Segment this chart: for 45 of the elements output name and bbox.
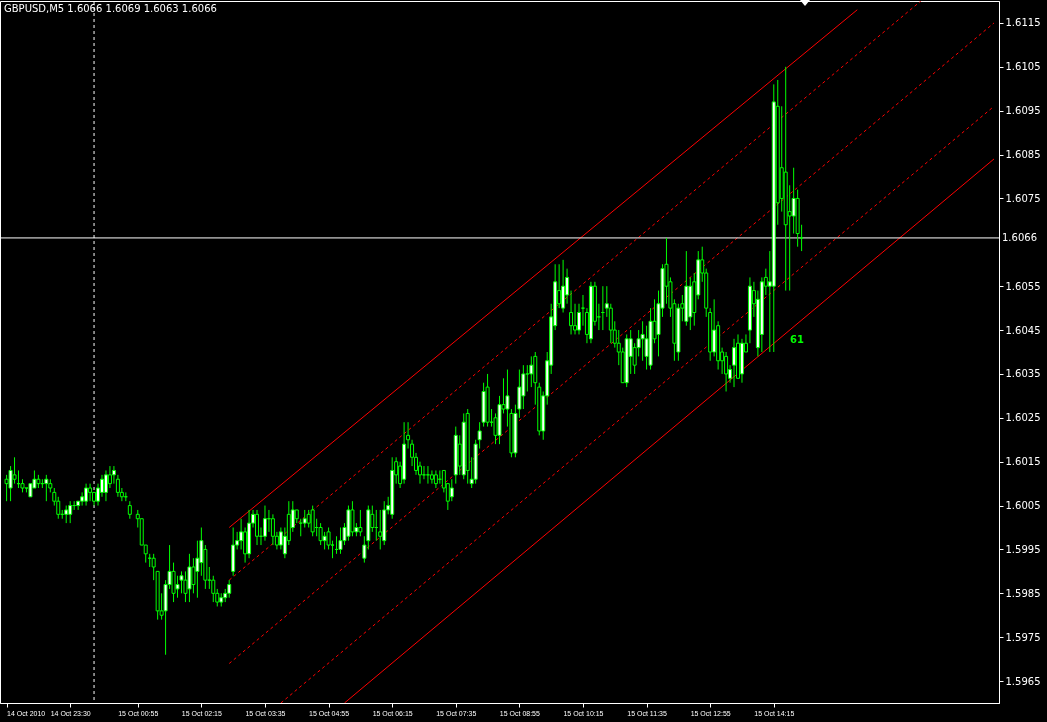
y-tick-label: 1.6015 [1005, 456, 1041, 468]
chart-title: GBPUSD,M5 1.6066 1.6069 1.6063 1.6066 [4, 3, 217, 14]
candlestick [644, 325, 649, 371]
y-tick-label: 1.6025 [1005, 412, 1041, 424]
candlestick [175, 575, 180, 599]
y-tick-label: 1.6055 [1005, 280, 1041, 292]
y-tick-label: 1.6085 [1005, 149, 1041, 161]
candlestick [561, 259, 566, 314]
y-tick-label: 1.6115 [1005, 17, 1041, 29]
ref-line-label: 1.6066 [1002, 231, 1037, 243]
y-tick-label: 1.5985 [1005, 587, 1041, 599]
candlestick [80, 491, 85, 507]
candlestick [270, 513, 275, 546]
candlestick [529, 355, 534, 388]
y-tick-label: 1.6095 [1005, 105, 1041, 117]
candlestick [608, 303, 613, 344]
candlestick [732, 338, 737, 388]
y-tick-label: 1.5965 [1005, 675, 1041, 687]
candlestick [378, 509, 383, 550]
candlestick [255, 509, 260, 546]
y-tick-label: 1.6005 [1005, 500, 1041, 512]
candlestick [4, 474, 9, 502]
candlestick [449, 478, 454, 502]
candlestick [239, 518, 244, 550]
candlestick [338, 527, 343, 555]
y-tick-label: 1.6045 [1005, 324, 1041, 336]
candlestick [88, 483, 93, 502]
candlestick [421, 465, 426, 480]
candlestick [262, 505, 267, 542]
annotation: 61 [790, 334, 804, 345]
candlestick [12, 456, 17, 485]
y-tick-label: 1.5975 [1005, 631, 1041, 643]
y-tick-label: 1.6075 [1005, 192, 1041, 204]
y-tick-label: 1.5995 [1005, 543, 1041, 555]
y-tick-label: 1.6035 [1005, 368, 1041, 380]
y-tick-label: 1.6105 [1005, 61, 1041, 73]
candlestick [425, 465, 430, 485]
candlestick [107, 465, 112, 489]
candlestick [358, 509, 363, 537]
candlestick [103, 469, 108, 502]
candlestick [84, 483, 89, 507]
candlestick [318, 522, 323, 546]
candlestick [187, 553, 192, 603]
candlestick [712, 298, 717, 357]
candlestick [429, 469, 434, 485]
